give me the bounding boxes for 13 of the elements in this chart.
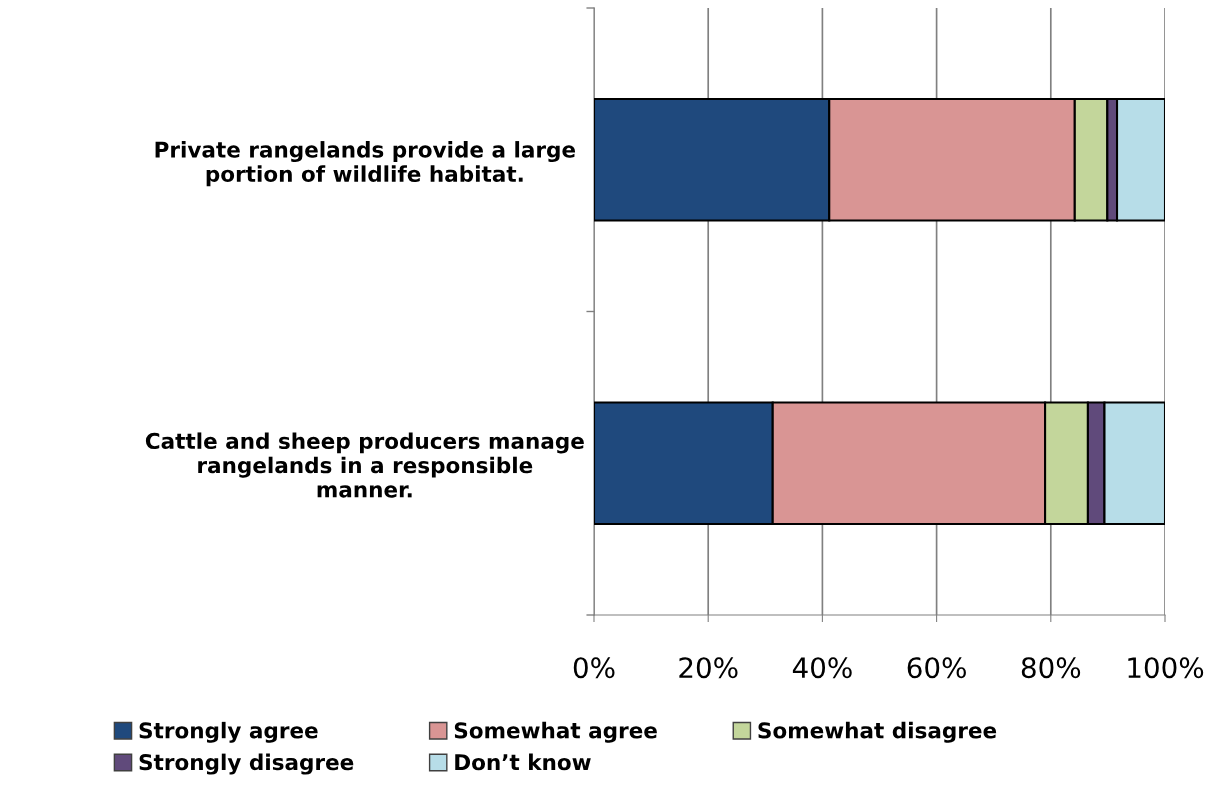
y-tick-label: Private rangelands provide a large portion of wildlife habitat. (155, 141, 576, 187)
x-tick-label: 0% (573, 657, 615, 679)
x-tick-label: 80% (1021, 657, 1081, 679)
x-tick-label: 100% (1128, 657, 1204, 679)
legend-label: Somewhat agree (454, 721, 657, 743)
legend-label: Don’t know (455, 753, 591, 771)
x-tick-label: 20% (679, 657, 738, 679)
x-tick-label: 40% (792, 657, 852, 679)
x-tick-label: 60% (907, 657, 966, 679)
legend-label: Strongly agree (139, 721, 318, 743)
y-tick-label: Cattle and sheep producers manage rangelands in a responsible manner. (145, 432, 584, 498)
legend-label: Strongly disagree (139, 753, 354, 775)
legend-label: Somewhat disagree (758, 721, 997, 743)
